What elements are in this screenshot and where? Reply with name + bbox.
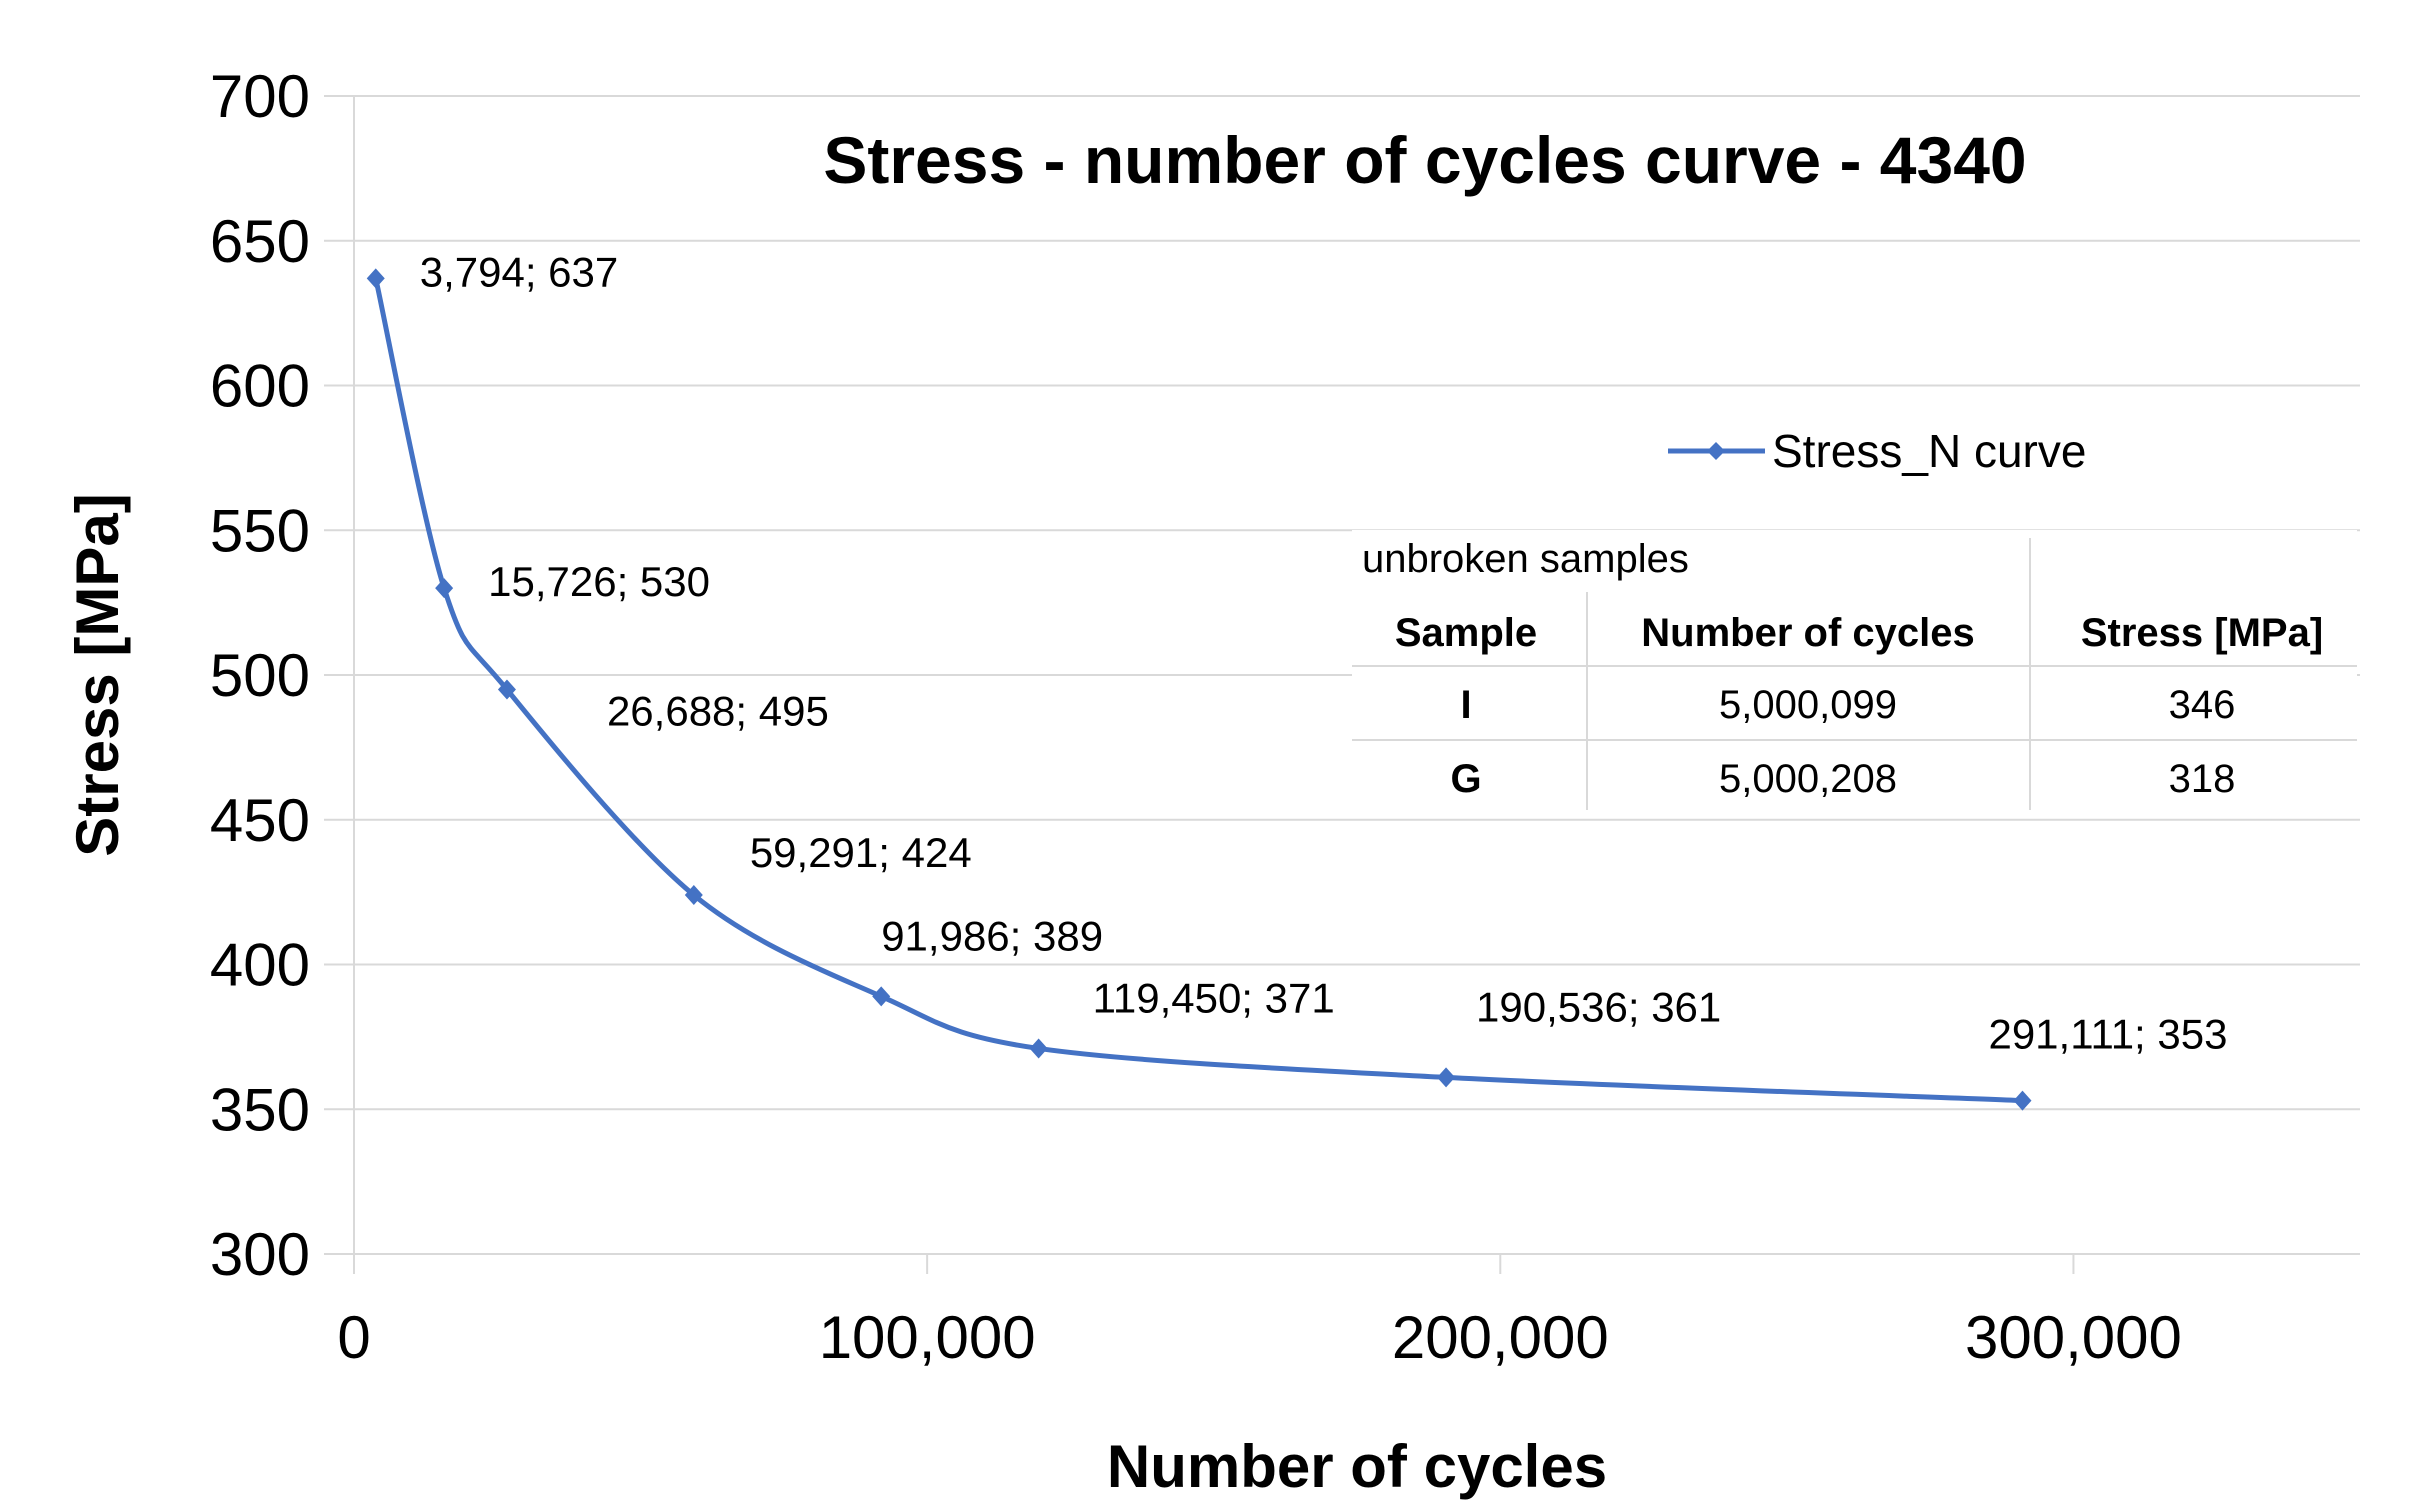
table-cell-cycles: 5,000,208 [1719, 757, 1897, 801]
x-tick-label: 300,000 [1965, 1304, 2182, 1371]
x-tick-label: 100,000 [819, 1304, 1036, 1371]
y-tick-label: 450 [210, 787, 310, 854]
table-cell-sample: I [1460, 683, 1471, 727]
data-labels: 3,794; 637 15,726; 530 26,688; 495 59,291; … [413, 246, 2277, 1061]
table-cell-stress: 346 [2169, 683, 2236, 727]
data-label-background [600, 685, 872, 738]
table-header-stress: Stress [MPa] [2081, 611, 2323, 655]
data-label-background [1982, 1008, 2277, 1061]
table-cell-stress: 318 [2169, 757, 2236, 801]
y-tick-label: 500 [210, 642, 310, 709]
x-tick-label: 0 [337, 1304, 370, 1371]
data-point [684, 885, 703, 906]
series-line [373, 277, 2023, 1104]
table-header-sample: Sample [1395, 611, 1537, 655]
data-point [366, 268, 385, 289]
data-label-background [413, 246, 661, 299]
legend-marker [1707, 442, 1725, 460]
y-tick-label: 600 [210, 353, 310, 420]
table-background [1352, 530, 2357, 812]
data-label-background [743, 827, 1015, 880]
legend: Stress_N curve [1668, 425, 2086, 477]
data-label-background [875, 910, 1146, 963]
data-label: 3,794; 637 [420, 248, 619, 295]
y-tick-label: 300 [210, 1221, 310, 1288]
legend-label: Stress_N curve [1772, 425, 2086, 477]
data-point [872, 986, 891, 1007]
data-label: 15,726; 530 [488, 558, 710, 605]
y-axis-title: Stress [MPa] [64, 493, 131, 856]
data-point [1437, 1067, 1456, 1088]
x-tick-label: 200,000 [1392, 1304, 1609, 1371]
grid-lines [324, 95, 2360, 1255]
data-label-background [1470, 981, 1765, 1034]
data-label: 119,450; 371 [1093, 974, 1335, 1021]
chart-title: Stress - number of cycles curve - 4340 [823, 123, 2026, 197]
x-axis-title: Number of cycles [1107, 1433, 1607, 1500]
data-label-background [482, 556, 753, 609]
data-label: 59,291; 424 [750, 829, 972, 876]
data-point [497, 679, 516, 700]
axes: 300 350 400 450 500 550 600 650 700 0 100,000 200,0… [210, 63, 2182, 1371]
y-tick-label: 400 [210, 932, 310, 999]
data-label-background [1086, 972, 1381, 1025]
table-cell-sample: G [1450, 757, 1481, 801]
y-tick-label: 700 [210, 63, 310, 130]
series-layer [366, 268, 2032, 1111]
unbroken-samples-table: unbroken samples Sample Number of cycles… [1352, 530, 2357, 812]
data-label: 190,536; 361 [1476, 983, 1721, 1030]
data-label: 291,111; 353 [1988, 1011, 2227, 1058]
data-label: 26,688; 495 [607, 687, 829, 734]
data-label: 91,986; 389 [881, 912, 1103, 959]
data-point [1029, 1038, 1048, 1059]
table-caption: unbroken samples [1362, 537, 1689, 581]
table-header-cycles: Number of cycles [1641, 611, 1974, 655]
data-point [435, 578, 454, 599]
y-tick-label: 550 [210, 497, 310, 564]
y-tick-label: 350 [210, 1076, 310, 1143]
data-point [2013, 1090, 2032, 1111]
y-tick-label: 650 [210, 208, 310, 275]
table-cell-cycles: 5,000,099 [1719, 683, 1897, 727]
